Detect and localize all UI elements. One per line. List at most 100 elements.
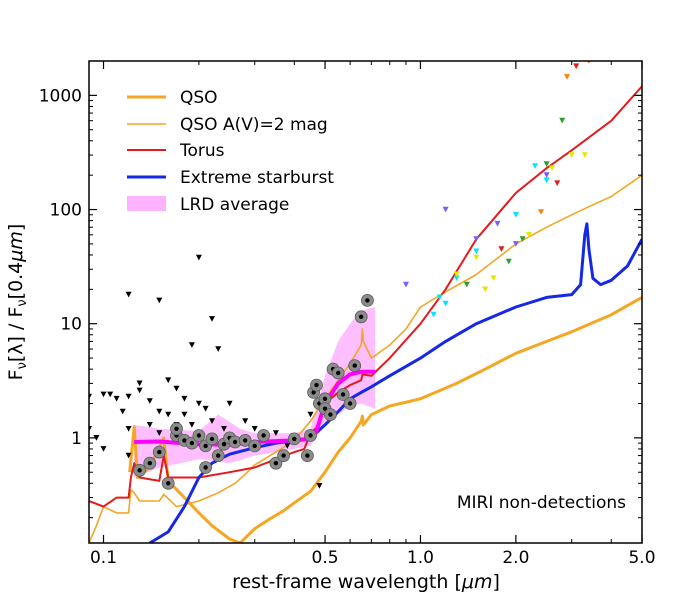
nondetection-marker-color bbox=[512, 211, 519, 218]
nondetection-marker-color bbox=[494, 220, 501, 227]
detection-point bbox=[360, 293, 374, 307]
nondetection-marker bbox=[156, 430, 163, 436]
nondetection-marker-color bbox=[498, 246, 505, 252]
y-tick-label: 1000 bbox=[39, 86, 82, 106]
nondetection-marker bbox=[107, 391, 114, 398]
detection-point bbox=[287, 432, 301, 446]
detection-point bbox=[300, 449, 314, 463]
nondetection-marker-color bbox=[473, 236, 480, 242]
detection-point bbox=[310, 378, 323, 392]
nondetection-marker-color bbox=[549, 165, 555, 172]
nondetection-marker bbox=[136, 387, 143, 394]
nondetection-marker-color bbox=[505, 258, 512, 265]
nondetection-marker-color bbox=[519, 236, 526, 242]
nondetection-marker-color bbox=[564, 74, 570, 80]
x-tick-label: 1.0 bbox=[407, 548, 434, 568]
x-tick-label: 2.0 bbox=[502, 548, 529, 568]
x-tick-label: 0.1 bbox=[90, 548, 117, 568]
detection-point bbox=[143, 456, 157, 470]
nondetection-marker bbox=[156, 408, 163, 415]
legend: QSO QSO A(V)=2 mag Torus Extreme starbur… bbox=[127, 88, 334, 215]
nondetection-marker-color bbox=[482, 286, 489, 293]
nondetection-marker bbox=[146, 422, 153, 428]
nondetection-marker bbox=[215, 346, 222, 352]
nondetection-marker-color bbox=[559, 117, 566, 124]
nondetection-marker-color bbox=[543, 177, 550, 184]
y-axis-label: Fν[λ] / Fν[0.4μm] bbox=[5, 224, 30, 381]
detection-point bbox=[269, 456, 283, 470]
legend-label-starburst: Extreme starburst bbox=[180, 168, 334, 188]
detection-point bbox=[343, 397, 357, 410]
nondetection-marker-color bbox=[453, 275, 460, 282]
nondetection-marker-color bbox=[430, 311, 437, 318]
detection-point bbox=[192, 429, 206, 442]
nondetection-marker-color bbox=[473, 254, 480, 261]
nondetection-marker bbox=[226, 400, 233, 407]
legend-label-qso-av: QSO A(V)=2 mag bbox=[180, 115, 328, 135]
detection-point bbox=[170, 422, 183, 436]
nondetection-marker-color bbox=[526, 232, 532, 238]
detection-point bbox=[152, 445, 166, 459]
nondetection-marker bbox=[195, 254, 202, 261]
y-tick-label: 1 bbox=[71, 429, 82, 449]
nondetection-marker bbox=[173, 385, 180, 392]
detection-point bbox=[277, 449, 291, 463]
detection-point bbox=[205, 432, 219, 446]
nondetection-marker bbox=[113, 395, 120, 402]
series-line-extreme-starburst bbox=[149, 222, 642, 543]
marker-layer bbox=[89, 61, 591, 490]
nondetection-marker bbox=[181, 395, 188, 402]
detection-point bbox=[257, 429, 271, 442]
nondetection-marker bbox=[156, 297, 163, 304]
x-tick-label: 0.5 bbox=[312, 548, 339, 568]
nondetection-marker bbox=[284, 443, 291, 449]
nondetection-marker bbox=[316, 483, 323, 489]
detection-point bbox=[211, 449, 225, 463]
nondetection-marker bbox=[100, 391, 107, 398]
legend-swatch-lrd bbox=[127, 196, 166, 211]
detection-point bbox=[248, 439, 262, 453]
nondetection-marker bbox=[209, 418, 215, 424]
nondetection-marker bbox=[125, 291, 132, 298]
series-line-qso-a-v-2-mag bbox=[89, 174, 642, 543]
nondetection-marker bbox=[188, 342, 195, 348]
nondetection-marker-color bbox=[453, 271, 460, 278]
x-tick-label: 5.0 bbox=[628, 548, 655, 568]
nondetection-marker bbox=[136, 380, 143, 387]
nondetection-marker bbox=[165, 377, 172, 384]
nondetection-marker-color bbox=[512, 241, 519, 247]
legend-label-lrd: LRD average bbox=[180, 195, 289, 215]
tick-layer: 0.1 0.5 1.0 2.0 5.0 1 10 100 1000 bbox=[39, 60, 656, 568]
nondetection-marker bbox=[188, 422, 195, 428]
detection-point bbox=[161, 476, 175, 490]
nondetection-marker-color bbox=[543, 172, 550, 178]
nondetection-marker-color bbox=[568, 152, 575, 158]
nondetection-marker bbox=[165, 411, 172, 418]
nondetection-marker bbox=[202, 405, 209, 412]
nondetection-marker-color bbox=[442, 206, 449, 213]
nondetection-marker-color bbox=[581, 152, 588, 158]
legend-label-torus: Torus bbox=[179, 141, 225, 161]
detection-point bbox=[336, 388, 350, 401]
y-tick-label: 100 bbox=[50, 201, 82, 221]
nondetection-marker-color bbox=[403, 281, 409, 288]
nondetection-marker-color bbox=[573, 63, 580, 70]
y-tick-label: 10 bbox=[60, 315, 82, 335]
x-axis-label: rest-frame wavelength [μm] bbox=[232, 571, 500, 593]
nondetection-marker bbox=[119, 408, 126, 415]
nondetection-marker bbox=[125, 426, 132, 432]
nondetection-marker-color bbox=[538, 209, 544, 215]
detection-point bbox=[348, 359, 362, 373]
detection-point bbox=[354, 310, 368, 324]
nondetection-marker bbox=[181, 411, 188, 418]
detection-point bbox=[199, 461, 213, 474]
annotation-miri: MIRI non-detections bbox=[457, 493, 626, 513]
detection-point bbox=[133, 463, 147, 477]
nondetection-marker bbox=[100, 446, 107, 452]
detection-point bbox=[323, 408, 337, 422]
nondetection-marker-color bbox=[490, 275, 497, 282]
detection-point bbox=[304, 429, 317, 442]
nondetection-marker bbox=[125, 452, 132, 459]
nondetection-marker bbox=[125, 393, 132, 400]
